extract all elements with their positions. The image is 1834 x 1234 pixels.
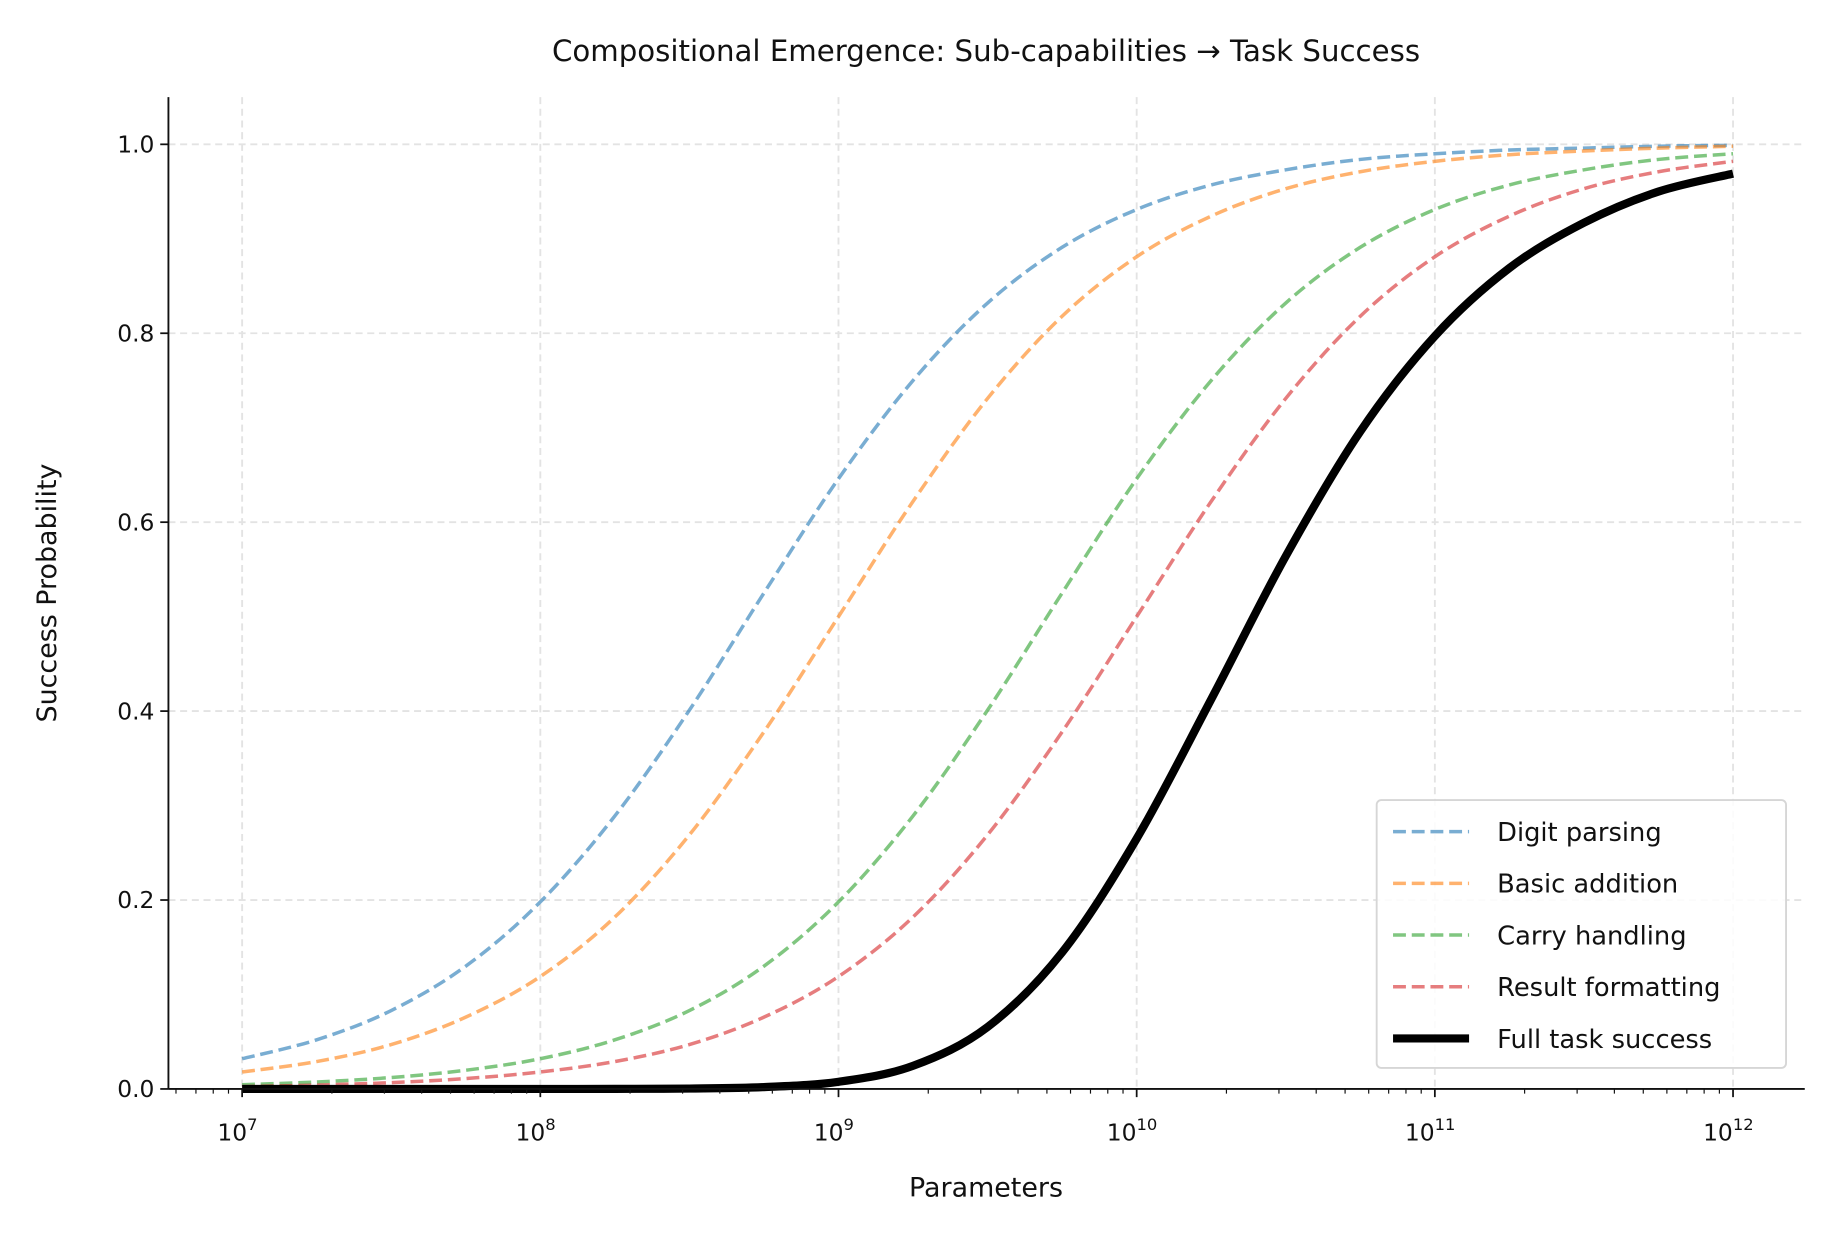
- y-tick-label: 0.2: [117, 886, 154, 914]
- y-tick-label: 0.0: [117, 1075, 154, 1103]
- x-tick-label: 108: [516, 1115, 556, 1147]
- legend-label: Full task success: [1497, 1025, 1712, 1055]
- legend-box: [1375, 799, 1787, 1069]
- y-tick-label: 1.0: [117, 131, 154, 159]
- y-tick-label: 0.8: [117, 319, 154, 347]
- chart-title: Compositional Emergence: Sub-capabilitie…: [552, 34, 1420, 68]
- axes: 107 108 109 1010 1011 1012 0.0 0.2 0.4 0.6 0.8 1.0: [117, 97, 1805, 1146]
- series-line-result-formatting: [242, 159, 1734, 1089]
- legend-item-basic-addition: Basic addition: [1393, 870, 1678, 900]
- y-tick-label: 0.6: [117, 508, 154, 536]
- legend-item-result-formatting: Result formatting: [1393, 973, 1720, 1003]
- legend-item-full-task-success: Full task success: [1393, 1025, 1712, 1055]
- y-tick-label: 0.4: [117, 697, 154, 725]
- x-tick-label: 107: [217, 1115, 257, 1147]
- y-axis-label: Success Probability: [32, 463, 63, 722]
- legend-item-carry-handling: Carry handling: [1393, 921, 1687, 951]
- legend-item-digit-parsing: Digit parsing: [1393, 818, 1662, 848]
- series-line-digit-parsing: [241, 143, 1734, 1061]
- series-line-carry-handling: [242, 152, 1734, 1087]
- x-tick-label: 1012: [1703, 1115, 1754, 1147]
- legend: Digit parsing Basic addition Carry handlin…: [1375, 799, 1787, 1069]
- legend-label: Carry handling: [1497, 921, 1686, 951]
- legend-label: Digit parsing: [1497, 818, 1662, 848]
- legend-label: Result formatting: [1497, 973, 1720, 1003]
- x-tick-label: 1011: [1405, 1115, 1456, 1147]
- legend-label: Basic addition: [1497, 870, 1678, 900]
- x-tick-label: 1010: [1107, 1115, 1158, 1147]
- x-tick-label: 109: [814, 1115, 854, 1147]
- x-axis-label: Parameters: [909, 1173, 1063, 1204]
- series-line-basic-addition: [241, 144, 1734, 1074]
